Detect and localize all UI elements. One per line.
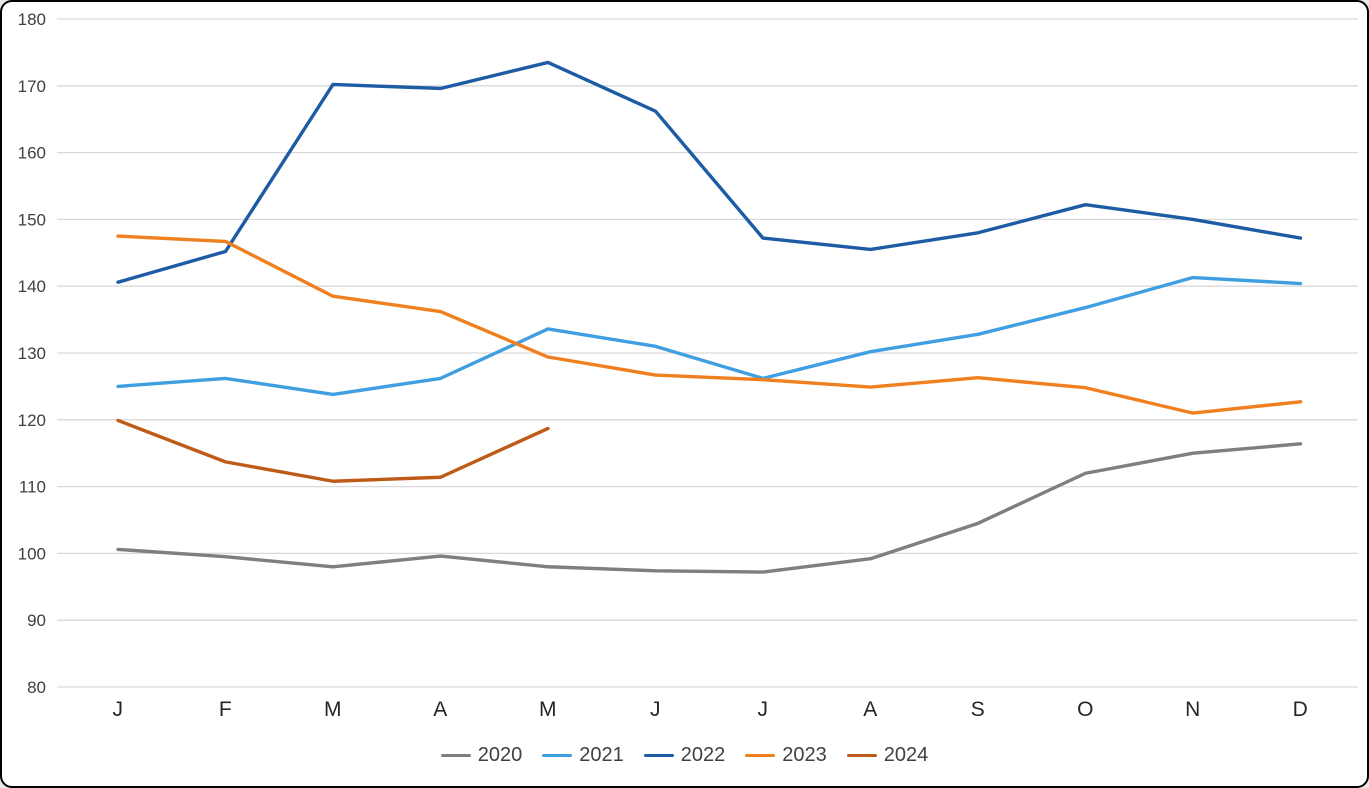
legend-label: 2023 [782, 744, 827, 766]
x-axis-label-12: D [1293, 698, 1309, 721]
legend-line-icon [542, 754, 573, 757]
legend-item-2020: 2020 [440, 744, 523, 767]
series-line-2023 [116, 234, 1303, 415]
x-axis-label-8: A [863, 698, 878, 721]
series-line-2020 [116, 442, 1303, 574]
x-axis-label-7: J [758, 698, 769, 721]
y-tick-label-90: 90 [27, 611, 46, 630]
x-axis-label-4: A [433, 698, 448, 721]
legend-item-2024: 2024 [846, 744, 929, 767]
legend-label: 2024 [883, 744, 929, 766]
x-axis-label-9: S [971, 698, 986, 721]
y-tick-label-170: 170 [18, 77, 46, 96]
legend-line-icon [745, 754, 776, 757]
series-line-2022 [116, 60, 1303, 284]
x-axis-label-5: M [539, 698, 557, 721]
legend-item-2022: 2022 [643, 744, 726, 767]
legend-line-icon [846, 754, 877, 757]
series-line-2024 [116, 418, 550, 483]
chart-legend: 2020 2021 2022 2023 2024 [2, 744, 1367, 767]
series-line-2021 [116, 275, 1303, 397]
y-tick-label-150: 150 [18, 210, 46, 229]
y-tick-label-110: 110 [19, 478, 46, 497]
legend-item-2021: 2021 [542, 744, 624, 767]
y-tick-label-140: 140 [18, 277, 46, 296]
x-axis-label-3: M [324, 698, 342, 721]
legend-label: 2022 [680, 744, 726, 766]
x-axis-label-6: J [650, 698, 661, 721]
x-axis-label-2: F [219, 698, 232, 721]
y-tick-label-80: 80 [27, 678, 46, 697]
y-tick-label-180: 180 [18, 10, 46, 29]
x-axis-label-10: O [1077, 698, 1094, 721]
x-axis-label-1: J [113, 698, 124, 721]
legend-item-2023: 2023 [745, 744, 827, 767]
y-tick-label-160: 160 [18, 144, 46, 163]
legend-line-icon [643, 754, 674, 757]
legend-line-icon [440, 754, 471, 757]
legend-label: 2020 [477, 744, 523, 766]
y-tick-label-130: 130 [18, 344, 46, 363]
x-axis-label-11: N [1185, 698, 1201, 721]
y-tick-label-100: 100 [18, 544, 46, 563]
y-tick-label-120: 120 [18, 411, 46, 430]
legend-label: 2021 [579, 744, 624, 766]
